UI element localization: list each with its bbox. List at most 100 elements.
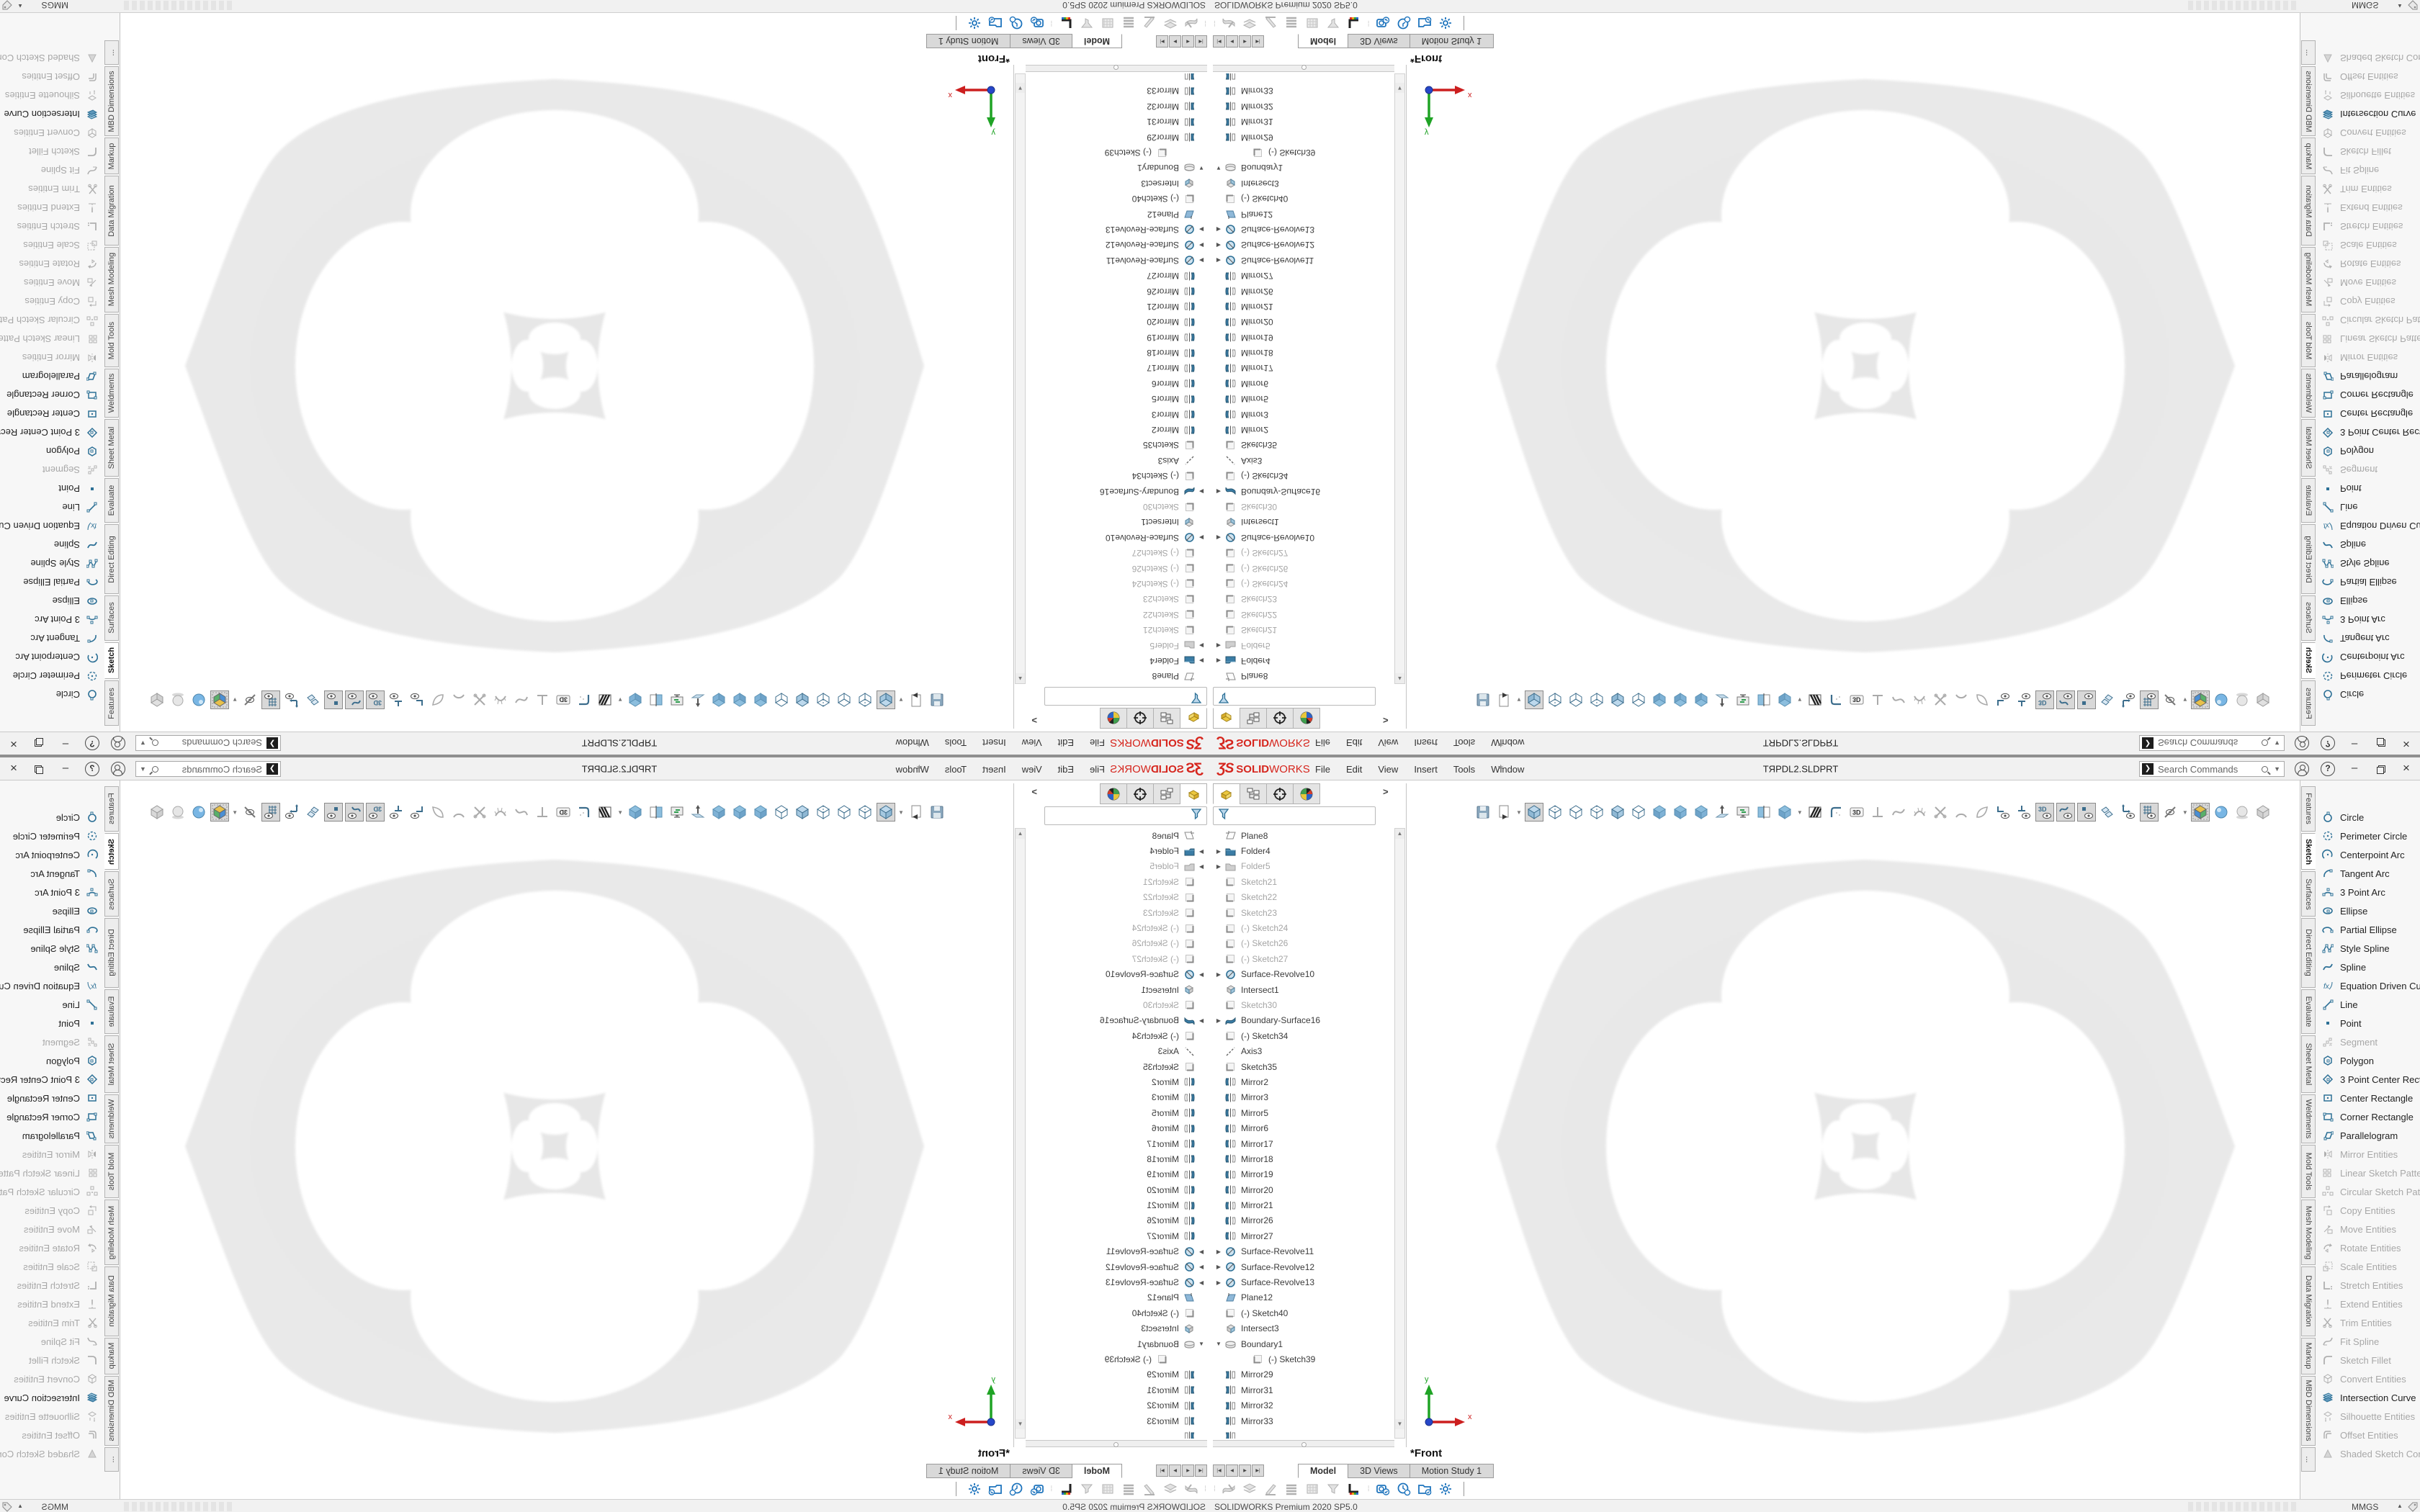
command-partial-ellipse[interactable]: Partial Ellipse — [0, 920, 102, 939]
command-perimeter-circle[interactable]: Perimeter Circle — [2318, 827, 2420, 845]
units-selector[interactable]: MMGS — [41, 0, 68, 10]
command-linear-sketch-pattern[interactable]: Linear Sketch Pattern — [2318, 330, 2420, 348]
tab-sheet-metal[interactable]: Sheet Metal — [2301, 1035, 2316, 1093]
tab-nav-0[interactable]: |◀ — [1195, 35, 1207, 48]
apply-texture-button[interactable] — [626, 690, 645, 709]
arc-preview-button[interactable] — [449, 803, 468, 822]
command-spline[interactable]: Spline — [0, 536, 102, 554]
tree-item[interactable]: ▶ Surface-Revolve11 — [1213, 1244, 1393, 1259]
markup-grid-button[interactable] — [1305, 1482, 1319, 1496]
scroll-down-icon[interactable]: ▼ — [1395, 1419, 1404, 1429]
trim-preview-button[interactable] — [470, 803, 489, 822]
appearance-strip-button[interactable] — [1347, 16, 1361, 30]
refresh-view-button[interactable] — [668, 803, 686, 822]
tab-direct-editing[interactable]: Direct Editing — [104, 524, 119, 594]
view-shaded-2-button[interactable] — [1671, 690, 1690, 709]
settings-gear-button[interactable] — [1438, 16, 1453, 30]
markup-grid-button[interactable] — [1101, 1482, 1115, 1496]
hide-show-grid-button[interactable] — [2139, 803, 2159, 822]
tree-item[interactable]: Mirror31 — [1213, 114, 1393, 130]
tree-item[interactable]: (-) Sketch39 — [1213, 145, 1393, 160]
command-center-rectangle[interactable]: Center Rectangle — [2318, 405, 2420, 423]
command-shaded-sketch-cont-[interactable]: Shaded Sketch Cont... — [0, 49, 102, 68]
tab-evaluate[interactable]: Evaluate — [104, 989, 119, 1035]
command-circle[interactable]: Circle — [0, 808, 102, 827]
property-manager-tab[interactable] — [1153, 783, 1180, 804]
3d-drawing-view-button[interactable]: 3D — [554, 690, 573, 709]
command-point[interactable]: Point — [0, 480, 102, 498]
tab-markup[interactable]: Markup — [104, 137, 119, 175]
tree-scrollbar[interactable]: ▲ ▼ — [1015, 828, 1026, 1439]
command-3-point-arc[interactable]: 3 Point Arc — [2318, 611, 2420, 629]
command-convert-entities[interactable]: Convert Entities — [0, 124, 102, 143]
camera-check-button[interactable] — [1030, 16, 1044, 30]
model-render[interactable] — [1494, 74, 2236, 654]
tab-mold-tools[interactable]: Mold Tools — [104, 1145, 119, 1199]
display-hidden-lines-visible-button[interactable] — [1546, 690, 1564, 709]
tab-nav-3[interactable]: ▶| — [1156, 1464, 1168, 1477]
curvature-combs-button[interactable] — [491, 690, 510, 709]
tree-item[interactable]: (-) Sketch24 — [1027, 576, 1207, 591]
tree-item[interactable]: Sketch22 — [1027, 607, 1207, 622]
tree-item[interactable]: Mirror32 — [1027, 99, 1207, 114]
tree-item[interactable]: ▶ Folder5 — [1213, 859, 1393, 874]
tab-nav-2[interactable]: ▶ — [1169, 1464, 1181, 1477]
hide-show-sketch-planes-button[interactable] — [387, 803, 405, 822]
doc-tab-model[interactable]: Model — [1071, 34, 1122, 48]
command-scale-entities[interactable]: Scale Entities — [2318, 236, 2420, 255]
apply-texture-caret-icon[interactable]: ▼ — [617, 809, 624, 816]
tree-item[interactable]: ▶ Surface-Revolve11 — [1213, 253, 1393, 268]
dimxpert-manager-tab[interactable] — [1126, 783, 1154, 804]
tab-nav-0[interactable]: |◀ — [1195, 1464, 1207, 1477]
settings-gear-button[interactable] — [967, 1482, 982, 1496]
tree-item[interactable]: Mirror19 — [1027, 330, 1207, 345]
tree-item[interactable]: Axis3 — [1213, 1043, 1393, 1058]
tree-item[interactable]: ▶ Folder5 — [1027, 638, 1207, 653]
tree-item[interactable]: Intersect1 — [1027, 515, 1207, 530]
view-shaded-3-button[interactable] — [1692, 690, 1711, 709]
command-shaded-sketch-cont-[interactable]: Shaded Sketch Cont... — [2318, 1444, 2420, 1463]
menu-window[interactable]: Window — [1491, 763, 1525, 775]
command-extend-entities[interactable]: Extend Entities — [2318, 1295, 2420, 1313]
tab-nav-1[interactable]: ◀ — [1182, 35, 1194, 48]
tree-item[interactable]: Mirror21 — [1027, 1197, 1207, 1212]
section-view-button[interactable] — [1754, 690, 1773, 709]
tree-item[interactable]: Mirror20 — [1027, 1182, 1207, 1197]
3d-drawing-view-button[interactable]: 3D — [554, 803, 573, 822]
command-convert-entities[interactable]: Convert Entities — [0, 1369, 102, 1388]
command-move-entities[interactable]: Move Entities — [2318, 274, 2420, 292]
tab-direct-editing[interactable]: Direct Editing — [104, 918, 119, 988]
tree-item[interactable]: Intersect3 — [1027, 176, 1207, 191]
hide-show-axes-button[interactable] — [282, 803, 301, 822]
tree-item[interactable]: Mirror21 — [1213, 1197, 1393, 1212]
tree-item[interactable]: Sketch35 — [1027, 1059, 1207, 1074]
tree-item[interactable]: ▶ Folder4 — [1027, 843, 1207, 858]
menu-insert[interactable]: Insert — [982, 763, 1006, 775]
expand-icon[interactable]: ▶ — [1198, 1248, 1204, 1255]
normal-to-button[interactable] — [1868, 803, 1887, 822]
tab-sheet-metal[interactable]: Sheet Metal — [104, 1035, 119, 1093]
tree-item[interactable]: Mirror33 — [1213, 1413, 1393, 1428]
tag-icon[interactable] — [2407, 1501, 2419, 1512]
zebra-stripes-button[interactable] — [596, 803, 614, 822]
command-3-point-center-recta-[interactable]: 3 Point Center Recta... — [2318, 423, 2420, 442]
curvature-combs-button[interactable] — [1910, 803, 1929, 822]
markup-pen-button[interactable] — [1142, 16, 1157, 30]
tree-item[interactable]: Mirror29 — [1213, 130, 1393, 145]
view-shaded-2-button[interactable] — [730, 803, 749, 822]
tree-item[interactable]: ▶ Folder5 — [1027, 859, 1207, 874]
command-intersection-curve[interactable]: Intersection Curve — [0, 1388, 102, 1407]
expand-icon[interactable]: ▶ — [1198, 847, 1204, 855]
units-selector[interactable]: MMGS — [2352, 0, 2379, 10]
expand-icon[interactable]: ▶ — [1198, 534, 1204, 541]
menu-view[interactable]: View — [1021, 763, 1042, 775]
markup-pen-button[interactable] — [1263, 1482, 1278, 1496]
tree-item[interactable]: Mirror2 — [1213, 422, 1393, 437]
tree-item[interactable]: ▶ Folder5 — [1213, 638, 1393, 653]
pin-icon[interactable]: ✶ — [915, 739, 923, 750]
ambient-occlusion-button[interactable] — [148, 803, 166, 822]
command-offset-entities[interactable]: Offset Entities — [0, 1426, 102, 1444]
command-style-spline[interactable]: Style Spline — [2318, 939, 2420, 958]
zebra-stripes-button[interactable] — [1806, 690, 1824, 709]
realview-graphics-button[interactable] — [210, 690, 230, 709]
